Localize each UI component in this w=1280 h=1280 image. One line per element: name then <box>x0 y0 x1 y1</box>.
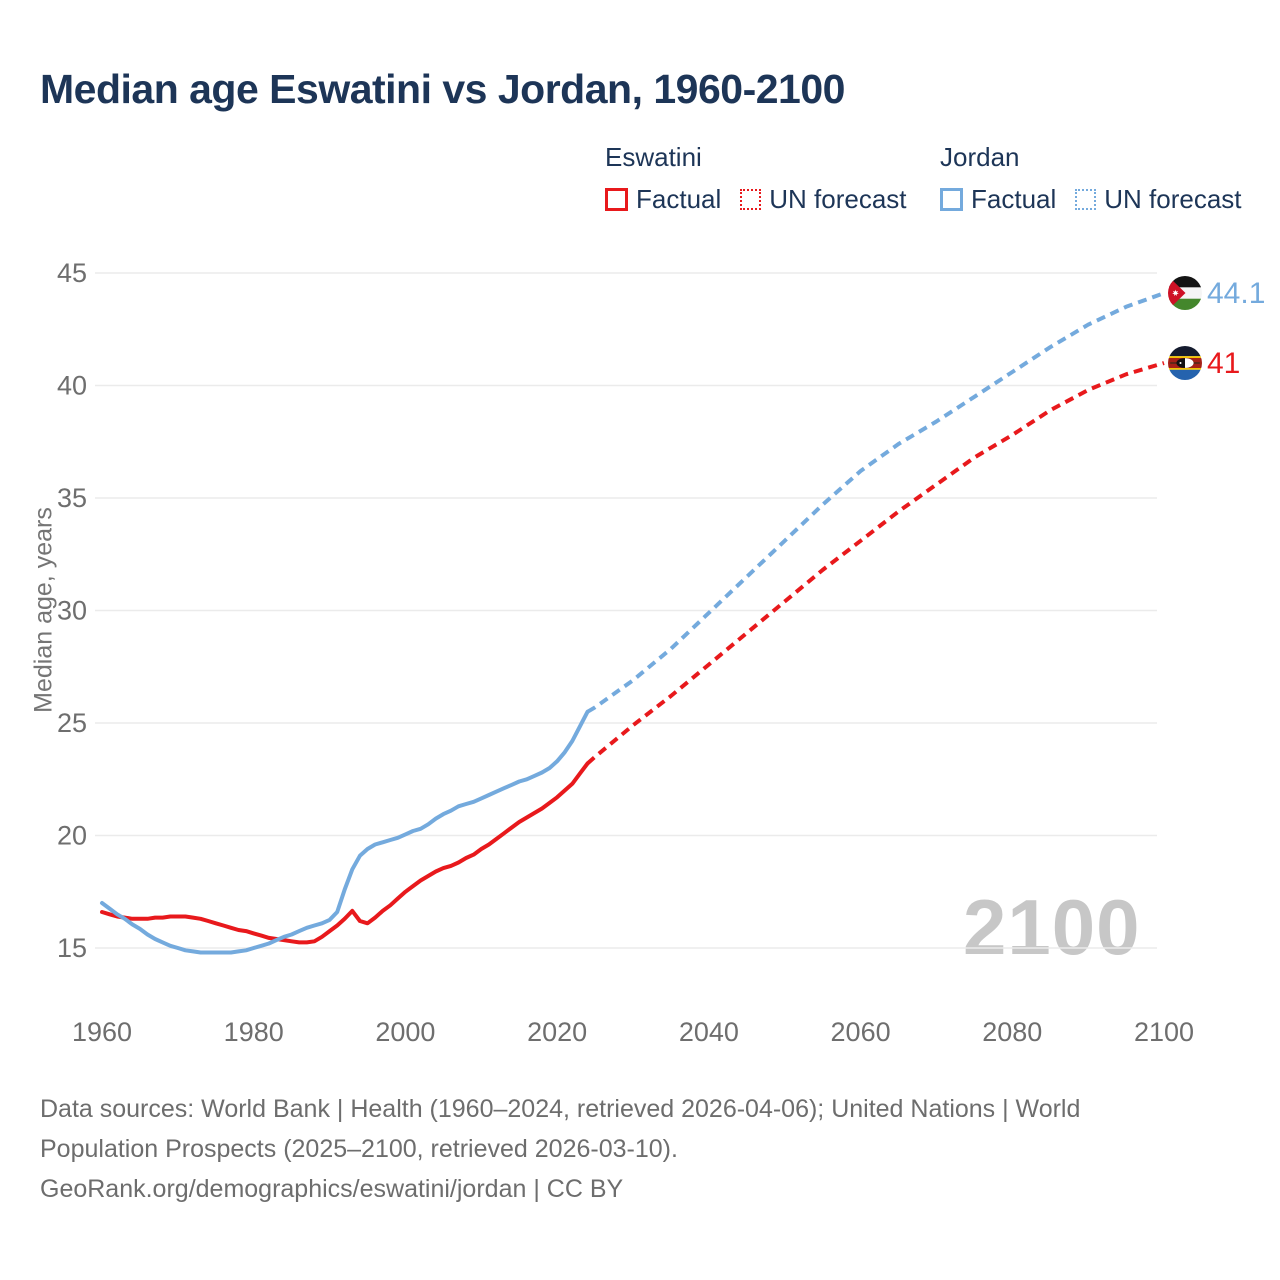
chart-title: Median age Eswatini vs Jordan, 1960-2100 <box>40 66 845 112</box>
y-tick-label: 20 <box>57 821 87 851</box>
series-eswatini-factual <box>100 761 590 945</box>
legend-group-jordan: Jordan Factual UN forecast <box>940 142 1242 215</box>
footer-line: Population Prospects (2025–2100, retriev… <box>40 1135 678 1163</box>
x-tick-label: 2000 <box>375 1017 435 1047</box>
x-tick-label: 2100 <box>1134 1017 1194 1047</box>
legend-group-label: Eswatini <box>605 142 702 172</box>
legend-item-jordan-forecast: UN forecast <box>1075 184 1242 215</box>
footer-line: Data sources: World Bank | Health (1960–… <box>40 1095 1081 1123</box>
legend-item-label: UN forecast <box>769 184 907 214</box>
y-tick-label: 40 <box>57 371 87 401</box>
legend-group-label: Jordan <box>940 142 1020 172</box>
x-tick-label: 1980 <box>224 1017 284 1047</box>
legend-items: Factual UN forecast <box>605 184 907 215</box>
series-jordan-forecast <box>586 291 1165 714</box>
legend-swatch-dotted-icon <box>1075 189 1097 210</box>
x-tick-label: 2080 <box>982 1017 1042 1047</box>
jordan-flag-icon <box>1168 276 1202 310</box>
x-tick-label: 2060 <box>831 1017 891 1047</box>
y-axis-title: Median age, years <box>29 507 58 713</box>
watermark-year: 2100 <box>963 883 1141 971</box>
y-tick-label: 35 <box>57 483 87 513</box>
legend-item-label: Factual <box>971 184 1057 214</box>
x-tick-label: 2020 <box>527 1017 587 1047</box>
legend-item-eswatini-forecast: UN forecast <box>740 184 907 215</box>
y-tick-label: 15 <box>57 933 87 963</box>
legend-group-eswatini: Eswatini Factual UN forecast <box>605 142 907 215</box>
x-tick-label: 2040 <box>679 1017 739 1047</box>
y-tick-label: 30 <box>57 596 87 626</box>
legend-item-label: Factual <box>636 184 722 214</box>
legend-swatch-dotted-icon <box>740 189 762 210</box>
y-tick-label: 45 <box>57 258 87 288</box>
eswatini-flag-icon <box>1168 346 1202 380</box>
legend-swatch-solid-icon <box>940 188 963 211</box>
legend-swatch-solid-icon <box>605 188 628 211</box>
legend-item-label: UN forecast <box>1104 184 1242 214</box>
series-jordan-factual <box>100 709 590 955</box>
footer-line: GeoRank.org/demographics/eswatini/jordan… <box>40 1175 624 1203</box>
legend-items: Factual UN forecast <box>940 184 1242 215</box>
jordan-end-value: 44.1 <box>1207 277 1266 310</box>
footer: Data sources: World Bank | Health (1960–… <box>40 1089 1200 1209</box>
series-eswatini-forecast <box>586 361 1165 766</box>
legend-item-jordan-factual: Factual <box>940 184 1056 215</box>
x-tick-label: 1960 <box>72 1017 132 1047</box>
y-tick-label: 25 <box>57 708 87 738</box>
eswatini-end-value: 41 <box>1207 347 1241 380</box>
legend-item-eswatini-factual: Factual <box>605 184 721 215</box>
